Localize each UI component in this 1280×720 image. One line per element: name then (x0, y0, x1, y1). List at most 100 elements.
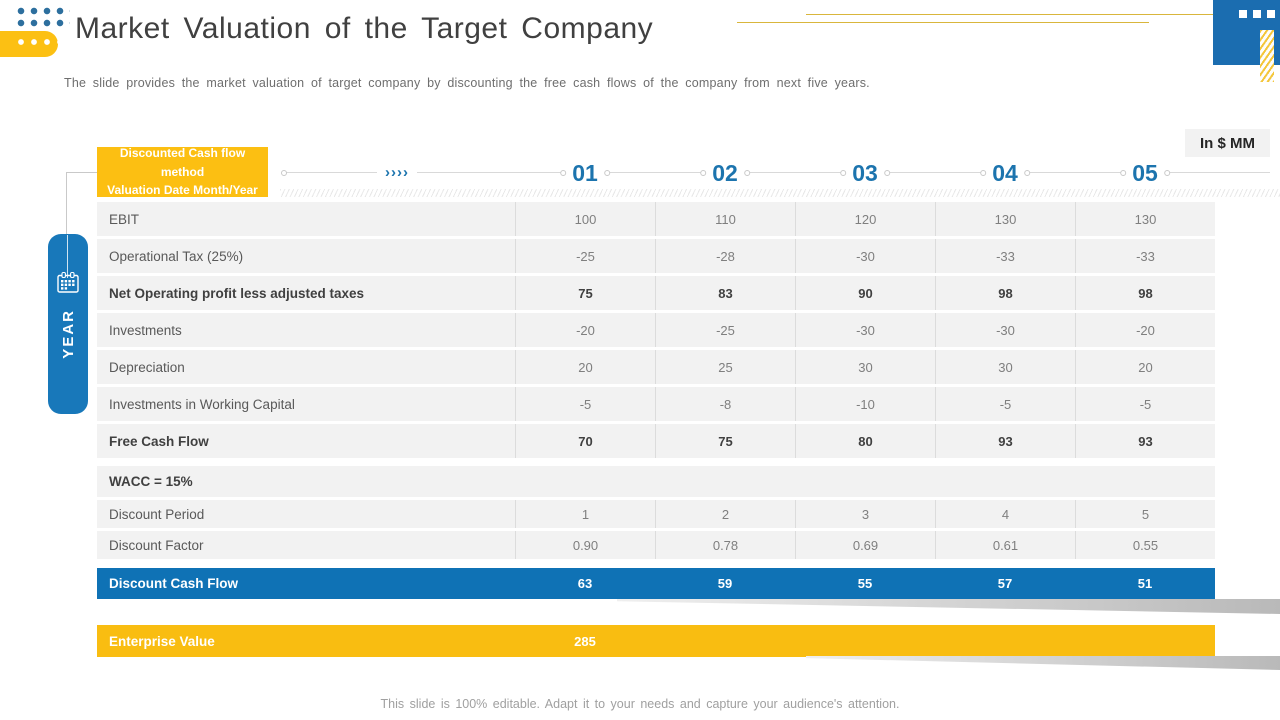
timeline-line (281, 170, 1270, 176)
cell-value[interactable]: 0.55 (1075, 531, 1215, 559)
cell-value[interactable]: 0.69 (795, 531, 935, 559)
column-header-01[interactable]: 01 (560, 159, 610, 187)
cell-value[interactable]: 59 (717, 576, 733, 591)
wacc-row[interactable]: WACC = 15% (97, 466, 1215, 497)
cell-value[interactable]: 80 (795, 424, 935, 458)
cell-value[interactable]: 110 (655, 202, 795, 236)
cell-value[interactable]: 0.90 (515, 531, 655, 559)
row-label[interactable]: Depreciation (109, 359, 185, 375)
cell-value[interactable]: 57 (997, 576, 1013, 591)
cell-value[interactable]: 90 (795, 276, 935, 310)
row-label[interactable]: Discount Factor (109, 537, 204, 553)
unit-badge[interactable]: In $ MM (1185, 129, 1270, 157)
method-badge[interactable]: Discounted Cash flow method Valuation Da… (97, 146, 268, 198)
row-label[interactable]: Free Cash Flow (109, 433, 209, 449)
column-header-02[interactable]: 02 (700, 159, 750, 187)
cell-value[interactable]: 30 (795, 350, 935, 384)
table-row: Discount Cash Flow 63 59 55 57 51 (97, 568, 1215, 599)
table-row: Enterprise Value 285 (97, 625, 1215, 657)
chevron-right-icon: ›››› (377, 159, 417, 187)
cell-value[interactable]: 130 (935, 202, 1075, 236)
cell-value[interactable]: 120 (795, 202, 935, 236)
decorative-line (737, 22, 1149, 23)
table-row: EBIT 100 110 120 130 130 (97, 202, 1215, 236)
cell-value[interactable]: 20 (1075, 350, 1215, 384)
cell-value[interactable]: -20 (1075, 313, 1215, 347)
cell-value[interactable]: 51 (1137, 576, 1153, 591)
year-axis-label[interactable]: YEAR (48, 234, 88, 414)
row-label[interactable]: Net Operating profit less adjusted taxes (109, 285, 365, 301)
year-header-band: ›››› 01 02 03 04 05 (0, 159, 1280, 187)
cell-value[interactable]: -30 (935, 313, 1075, 347)
cell-value[interactable]: -30 (795, 313, 935, 347)
row-label[interactable]: EBIT (109, 211, 140, 227)
cell-value[interactable]: 70 (515, 424, 655, 458)
cell-value[interactable]: 4 (935, 500, 1075, 528)
page-title[interactable]: Market Valuation of the Target Company (75, 12, 654, 45)
method-badge-line2: Valuation Date Month/Year (107, 183, 258, 198)
cell-value[interactable]: 93 (935, 424, 1075, 458)
cell-value[interactable]: 3 (795, 500, 935, 528)
cell-value[interactable]: -20 (515, 313, 655, 347)
cell-value[interactable]: -33 (935, 239, 1075, 273)
hatch-band (280, 189, 1280, 197)
cell-value[interactable]: 1 (515, 500, 655, 528)
calendar-icon (57, 271, 79, 293)
cell-value[interactable]: -10 (795, 387, 935, 421)
cell-value[interactable]: 75 (655, 424, 795, 458)
cell-value[interactable]: 100 (515, 202, 655, 236)
cell-value[interactable]: 63 (577, 576, 593, 591)
row-label[interactable]: Discount Cash Flow (109, 576, 239, 591)
cell-value[interactable]: 25 (655, 350, 795, 384)
column-header-04[interactable]: 04 (980, 159, 1030, 187)
cell-value[interactable]: 0.78 (655, 531, 795, 559)
cell-value[interactable]: 2 (655, 500, 795, 528)
year-label: YEAR (59, 309, 77, 359)
cell-value[interactable]: 30 (935, 350, 1075, 384)
cell-value[interactable]: 285 (574, 633, 596, 649)
table-row: Discount Period 1 2 3 4 5 (97, 500, 1215, 528)
row-label[interactable]: Discount Period (109, 506, 205, 522)
column-header-03[interactable]: 03 (840, 159, 890, 187)
cell-value[interactable]: 55 (857, 576, 873, 591)
cell-value[interactable]: 98 (935, 276, 1075, 310)
cell-value[interactable]: -5 (515, 387, 655, 421)
pill-dots-icon (17, 38, 70, 50)
table-row: Depreciation 20 25 30 30 20 (97, 350, 1215, 384)
connector-line (67, 235, 68, 278)
cell-value[interactable]: 0.61 (935, 531, 1075, 559)
table-row: Free Cash Flow 70 75 80 93 93 (97, 424, 1215, 458)
table-row: Discount Factor 0.90 0.78 0.69 0.61 0.55 (97, 531, 1215, 559)
corner-dot-icon (1239, 10, 1247, 18)
cell-value[interactable]: -8 (655, 387, 795, 421)
cell-value[interactable]: 93 (1075, 424, 1215, 458)
cell-value[interactable]: -25 (515, 239, 655, 273)
cell-value[interactable]: -5 (935, 387, 1075, 421)
cell-value[interactable]: -28 (655, 239, 795, 273)
cell-value[interactable]: -33 (1075, 239, 1215, 273)
cell-value[interactable]: 83 (655, 276, 795, 310)
decorative-line (806, 14, 1213, 15)
cell-value[interactable]: -25 (655, 313, 795, 347)
cell-value[interactable]: 130 (1075, 202, 1215, 236)
table-row: Operational Tax (25%) -25 -28 -30 -33 -33 (97, 239, 1215, 273)
cell-value[interactable]: -30 (795, 239, 935, 273)
table-row: Investments -20 -25 -30 -30 -20 (97, 313, 1215, 347)
row-label[interactable]: Investments in Working Capital (109, 396, 295, 412)
table-row: Investments in Working Capital -5 -8 -10 -5-… (97, 387, 1215, 421)
cell-value[interactable]: 20 (515, 350, 655, 384)
row-label[interactable]: Operational Tax (25%) (109, 248, 244, 264)
row-label[interactable]: Enterprise Value (109, 633, 215, 649)
footer-note[interactable]: This slide is 100% editable. Adapt it to… (380, 697, 900, 711)
subtitle[interactable]: The slide provides the market valuation … (64, 76, 870, 90)
cell-value[interactable]: 98 (1075, 276, 1215, 310)
cell-value[interactable]: 5 (1075, 500, 1215, 528)
cell-value[interactable]: 75 (515, 276, 655, 310)
discount-table: Discount Period 1 2 3 4 5 Discount Factor 0.90 0… (97, 500, 1215, 562)
connector-line (66, 172, 97, 173)
row-label[interactable]: Investments (109, 322, 182, 338)
hatch-stripe-icon (1260, 30, 1274, 82)
cell-value[interactable]: -5 (1075, 387, 1215, 421)
column-header-05[interactable]: 05 (1120, 159, 1170, 187)
